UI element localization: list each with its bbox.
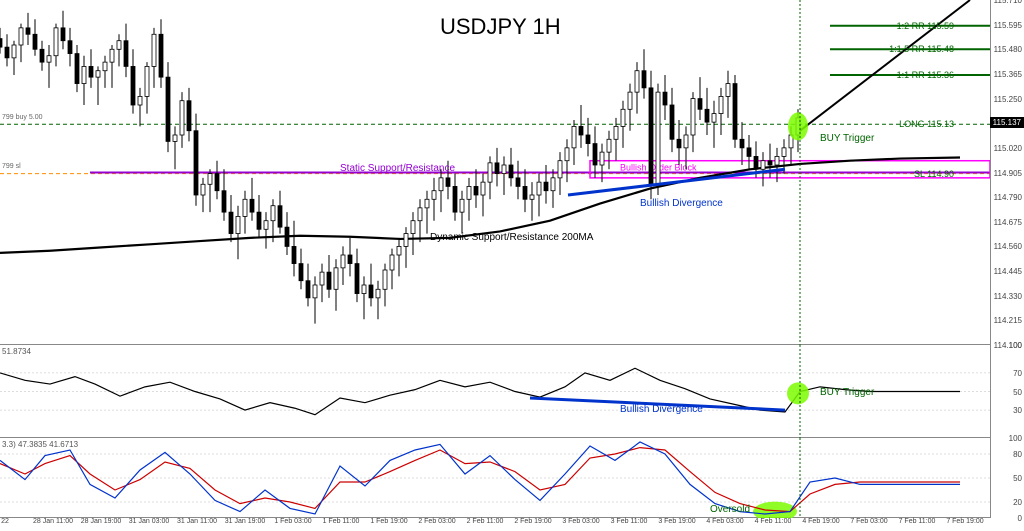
price-ytick: 114.330: [994, 292, 1022, 301]
price-annotation: BUY Trigger: [820, 133, 874, 144]
x-axis-label: 7 Feb 19:00: [946, 518, 983, 525]
price-panel[interactable]: USDJPY 1H Bullish Order Block Static Sup…: [0, 0, 990, 345]
stoch-panel[interactable]: 3.3) 47.3835 41.6713 Oversold: [0, 438, 990, 518]
x-axis-label: 1 Feb 19:00: [370, 518, 407, 525]
x-axis-label: 4 Feb 19:00: [802, 518, 839, 525]
stoch-ytick: 50: [1013, 474, 1022, 483]
stoch-ytick: 0: [1018, 514, 1022, 523]
price-annotation: Bullish Divergence: [640, 198, 723, 209]
chart-title: USDJPY 1H: [440, 14, 561, 40]
price-ytick: 115.480: [994, 45, 1022, 54]
price-annotation: 799 buy 5.00: [2, 114, 42, 121]
x-axis-label: 4 Feb 03:00: [706, 518, 743, 525]
x-axis-label: 2 Feb 19:00: [514, 518, 551, 525]
rsi-panel-label: 51.8734: [2, 347, 31, 356]
price-annotation: 799 sl: [2, 163, 21, 170]
price-ytick: 114.675: [994, 218, 1022, 227]
price-annotation: Dynamic Support/Resistance 200MA: [430, 232, 593, 243]
hline-label: 1:1 RR 115.36: [897, 70, 954, 80]
rsi-ytick: 100: [1009, 341, 1022, 350]
x-axis-label: 3 Feb 11:00: [611, 518, 648, 525]
stoch-annotation: Oversold: [710, 504, 750, 515]
hline-label: 1:2 RR 115.59: [897, 21, 954, 31]
price-svg: Bullish Order Block: [0, 0, 990, 345]
price-ytick: 114.560: [994, 242, 1022, 251]
x-axis-label: 7 Feb 11:00: [899, 518, 936, 525]
x-axis-label: 2 Feb 11:00: [467, 518, 504, 525]
stoch-svg: [0, 438, 990, 518]
x-axis-label: 1 Feb 03:00: [274, 518, 311, 525]
hline-label: SL 114.90: [914, 169, 954, 179]
x-axis-label: 4 Feb 11:00: [755, 518, 792, 525]
price-annotation: Static Support/Resistance: [340, 163, 455, 174]
x-axis-label: 31 Jan 03:00: [129, 518, 169, 525]
x-axis-label: 28 Jan 19:00: [81, 518, 121, 525]
stoch-panel-label: 3.3) 47.3835 41.6713: [2, 440, 78, 449]
x-axis-label: 2 Feb 03:00: [418, 518, 455, 525]
stoch-ytick: 20: [1013, 498, 1022, 507]
x-axis-label: 31 Jan 11:00: [177, 518, 217, 525]
hline-label: 1:1.5 RR 115.48: [889, 44, 954, 54]
price-ytick: 115.250: [994, 95, 1022, 104]
rsi-ytick: 50: [1013, 388, 1022, 397]
svg-text:Bullish Order Block: Bullish Order Block: [620, 163, 697, 173]
price-ytick: 114.790: [994, 193, 1022, 202]
rsi-ytick: 70: [1013, 369, 1022, 378]
price-ytick: 115.595: [994, 21, 1022, 30]
x-axis-label: 1 Feb 11:00: [323, 518, 360, 525]
price-ytick: 115.365: [994, 70, 1022, 79]
x-axis-label: 22: [1, 518, 9, 525]
hline-label: LONG 115.13: [899, 119, 954, 129]
x-axis: 22 28 Jan 11:00 28 Jan 19:00 31 Jan 03:00 31…: [0, 518, 990, 531]
rsi-annotation: BUY Trigger: [820, 387, 874, 398]
stoch-ytick: 100: [1009, 434, 1022, 443]
rsi-panel[interactable]: 51.8734 Bullish Divergence BUY Trigger: [0, 345, 990, 438]
current-price-tag: 115.137: [990, 117, 1024, 128]
price-ytick: 114.215: [994, 316, 1022, 325]
stoch-ytick: 80: [1013, 450, 1022, 459]
price-ytick: 114.445: [994, 267, 1022, 276]
price-ytick: 114.905: [994, 169, 1022, 178]
chart-container: USDJPY 1H Bullish Order Block Static Sup…: [0, 0, 1024, 531]
x-axis-label: 28 Jan 11:00: [33, 518, 73, 525]
x-axis-label: 7 Feb 03:00: [850, 518, 887, 525]
rsi-annotation: Bullish Divergence: [620, 404, 703, 415]
y-axis-right: 114.100114.215114.330114.445114.560114.6…: [990, 0, 1024, 518]
x-axis-label: 31 Jan 19:00: [225, 518, 265, 525]
x-axis-label: 3 Feb 03:00: [562, 518, 599, 525]
price-ytick: 115.020: [994, 144, 1022, 153]
rsi-ytick: 30: [1013, 406, 1022, 415]
price-ytick: 115.710: [994, 0, 1022, 5]
x-axis-label: 3 Feb 19:00: [658, 518, 695, 525]
